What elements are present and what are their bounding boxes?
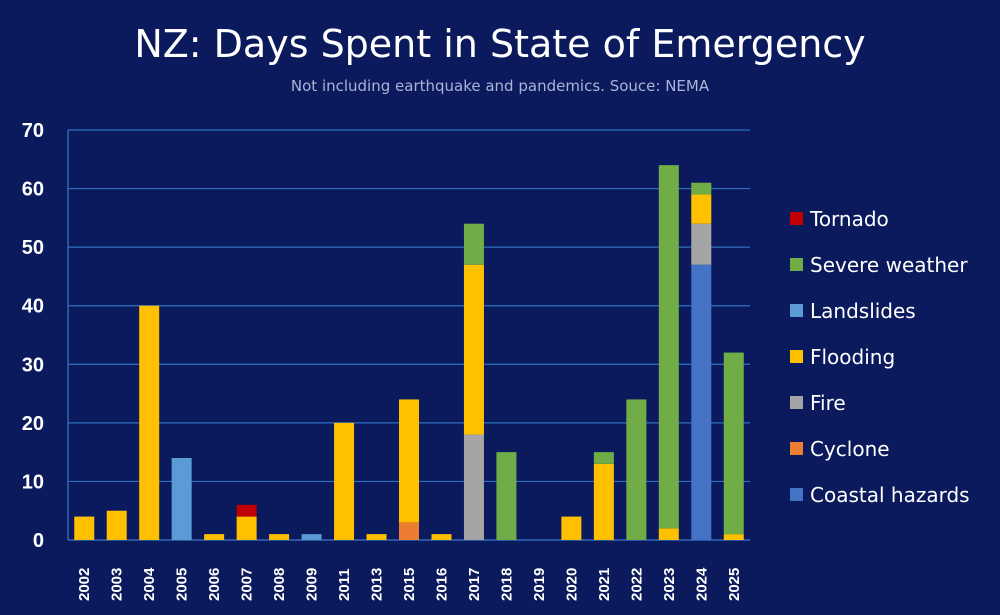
legend-label-flooding: Flooding — [810, 345, 895, 369]
bar-severe-weather-2018 — [496, 452, 517, 540]
x-tick-label: 2015 — [401, 568, 418, 601]
bar-flooding-2016 — [431, 534, 452, 540]
legend-swatch-coastal-hazards — [790, 488, 803, 501]
bar-severe-weather-2022 — [626, 399, 647, 540]
bar-flooding-2021 — [593, 463, 614, 540]
legend-label-coastal-hazards: Coastal hazards — [810, 483, 970, 507]
bar-flooding-2015 — [399, 399, 419, 523]
bar-flooding-2008 — [269, 534, 290, 540]
bar-flooding-2011 — [334, 422, 355, 540]
x-tick-label: 2005 — [174, 568, 191, 601]
legend-swatch-cyclone — [790, 442, 803, 455]
bar-flooding-2025 — [723, 534, 744, 540]
y-tick-label: 10 — [22, 471, 44, 493]
x-tick-label: 2003 — [109, 568, 126, 601]
legend-label-severe-weather: Severe weather — [810, 253, 968, 277]
bar-flooding-2007 — [236, 516, 257, 540]
bar-flooding-2002 — [74, 516, 95, 540]
x-tick-label: 2017 — [466, 568, 483, 601]
x-tick-label: 2023 — [661, 568, 678, 601]
legend-swatch-flooding — [790, 350, 803, 363]
legend-label-fire: Fire — [810, 391, 846, 415]
x-tick-label: 2016 — [433, 568, 450, 601]
legend-swatch-fire — [790, 396, 803, 409]
x-tick-label: 2008 — [271, 568, 288, 601]
bar-coastal-hazards-2024 — [691, 264, 712, 540]
x-tick-label: 2009 — [304, 568, 321, 601]
legend-label-landslides: Landslides — [810, 299, 916, 323]
x-tick-label: 2013 — [369, 568, 386, 601]
bar-fire-2017 — [463, 434, 484, 540]
bar-flooding-2024 — [691, 194, 712, 224]
bar-flooding-2003 — [106, 510, 127, 540]
x-tick-label: 2018 — [498, 568, 515, 601]
bar-landslides-2005 — [171, 458, 192, 540]
x-tick-label: 2007 — [239, 568, 256, 601]
y-tick-label: 30 — [22, 354, 44, 376]
bar-flooding-2006 — [204, 534, 225, 540]
y-tick-label: 0 — [33, 530, 44, 552]
bar-severe-weather-2017 — [463, 223, 484, 265]
x-tick-label: 2020 — [563, 568, 580, 601]
x-tick-label: 2022 — [628, 568, 645, 601]
x-tick-label: 2011 — [336, 568, 353, 601]
bar-tornado-2007 — [236, 504, 257, 517]
bar-severe-weather-2023 — [658, 165, 679, 529]
bar-severe-weather-2021 — [593, 452, 614, 464]
bar-flooding-2017 — [463, 264, 484, 435]
x-tick-label: 2025 — [726, 568, 743, 601]
x-tick-label: 2002 — [76, 568, 93, 601]
chart-title: NZ: Days Spent in State of Emergency — [134, 22, 866, 66]
legend-swatch-tornado — [790, 212, 803, 225]
bar-fire-2024 — [691, 223, 712, 265]
y-tick-label: 40 — [22, 296, 44, 318]
bar-severe-weather-2024 — [691, 182, 712, 195]
x-tick-label: 2004 — [141, 567, 158, 601]
y-tick-label: 20 — [22, 413, 44, 435]
bar-flooding-2020 — [561, 516, 582, 540]
x-tick-label: 2019 — [531, 568, 548, 601]
bar-flooding-2004 — [139, 305, 160, 540]
chart-subtitle: Not including earthquake and pandemics. … — [290, 77, 710, 95]
legend-swatch-landslides — [790, 304, 803, 317]
legend-label-tornado: Tornado — [809, 207, 889, 231]
bar-severe-weather-2025 — [723, 352, 744, 535]
y-tick-label: 60 — [22, 179, 44, 201]
x-tick-label: 2021 — [596, 568, 613, 601]
legend-label-cyclone: Cyclone — [810, 437, 890, 461]
bar-flooding-2013 — [366, 534, 387, 540]
bar-cyclone-2015 — [399, 522, 419, 540]
legend-swatch-severe-weather — [790, 258, 803, 271]
x-tick-label: 2024 — [693, 567, 710, 601]
x-tick-label: 2006 — [206, 568, 223, 601]
y-tick-label: 70 — [22, 120, 44, 142]
y-tick-label: 50 — [22, 237, 44, 259]
bar-flooding-2023 — [658, 528, 679, 540]
bar-landslides-2009 — [301, 534, 322, 540]
